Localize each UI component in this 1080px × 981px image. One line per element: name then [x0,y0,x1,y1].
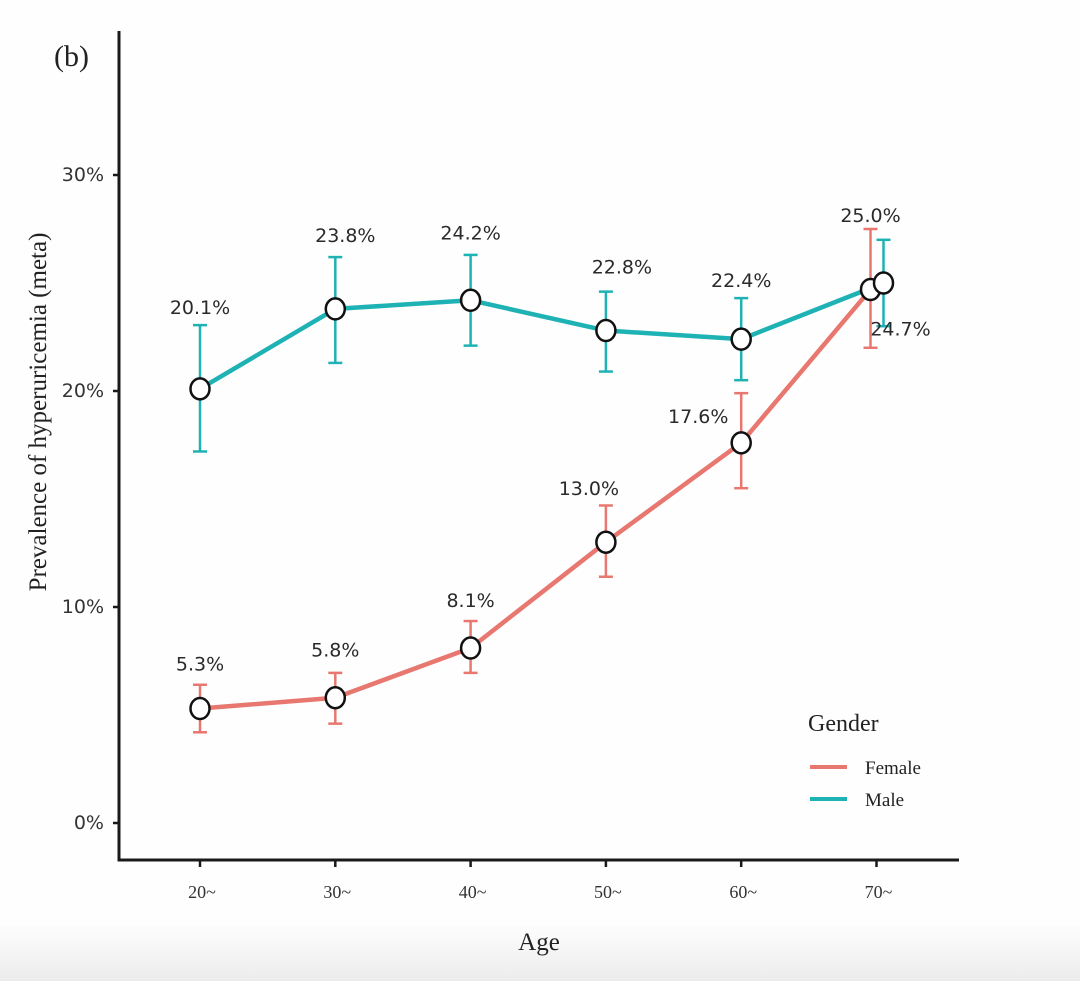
axes: 0% 10% 20% 30% 20~ 30~ 40~ 50~ 60~ 70~ [62,31,959,902]
series-female [193,227,878,734]
x-tick-label: 60~ [729,882,757,902]
data-label-male: 24.2% [440,222,500,244]
data-label-female: 8.1% [446,590,494,612]
panel-label: (b) [54,40,89,73]
data-point-male [730,327,752,351]
y-axis-title: Prevalence of hyperuricemia (meta) [25,233,52,592]
data-point-female [189,696,211,721]
series-male [193,238,891,453]
data-label-female: 5.8% [311,640,359,662]
y-tick-label: 30% [62,164,104,186]
x-tick-label: 30~ [323,882,351,902]
data-point-female [459,636,482,660]
series-line-female [199,288,873,711]
x-tick-label: 50~ [594,882,622,902]
legend-label-male: Male [865,790,904,811]
data-label-female: 5.3% [176,654,224,676]
x-tick-label: 40~ [459,882,487,902]
data-label-female: 24.7% [870,318,930,340]
series-layer [189,227,895,734]
data-label-female: 13.0% [559,478,619,500]
data-label-male: 25.0% [840,205,900,227]
data-label-male: 23.8% [315,225,375,247]
y-tick-label: 10% [62,596,104,618]
data-point-female [324,685,347,710]
x-tick-label: 20~ [188,882,216,902]
data-point-male [324,297,347,321]
data-label-female: 17.6% [668,406,728,428]
data-point-female [730,431,752,455]
bottom-shade [0,925,1080,981]
x-axis-title: Age [518,929,560,956]
x-tick-label: 70~ [865,882,893,902]
legend-title: Gender [808,711,879,737]
data-point-male [872,271,895,295]
data-label-male: 22.4% [711,270,771,292]
y-tick-label: 0% [74,812,104,834]
data-label-male: 20.1% [170,297,230,319]
data-point-female [595,530,617,554]
y-tick-label: 20% [62,380,104,402]
data-point-male [459,288,482,313]
series-line-male [198,280,885,391]
data-point-male [595,318,617,343]
data-labels: 5.3% 5.8% 8.1% 13.0% 17.6% 24.7% 20.1% 23.8% 24.… [170,205,931,676]
data-label-male: 22.8% [592,257,652,279]
legend: Gender Female Male [808,711,921,811]
legend-label-female: Female [865,758,921,779]
data-point-male [189,377,211,401]
